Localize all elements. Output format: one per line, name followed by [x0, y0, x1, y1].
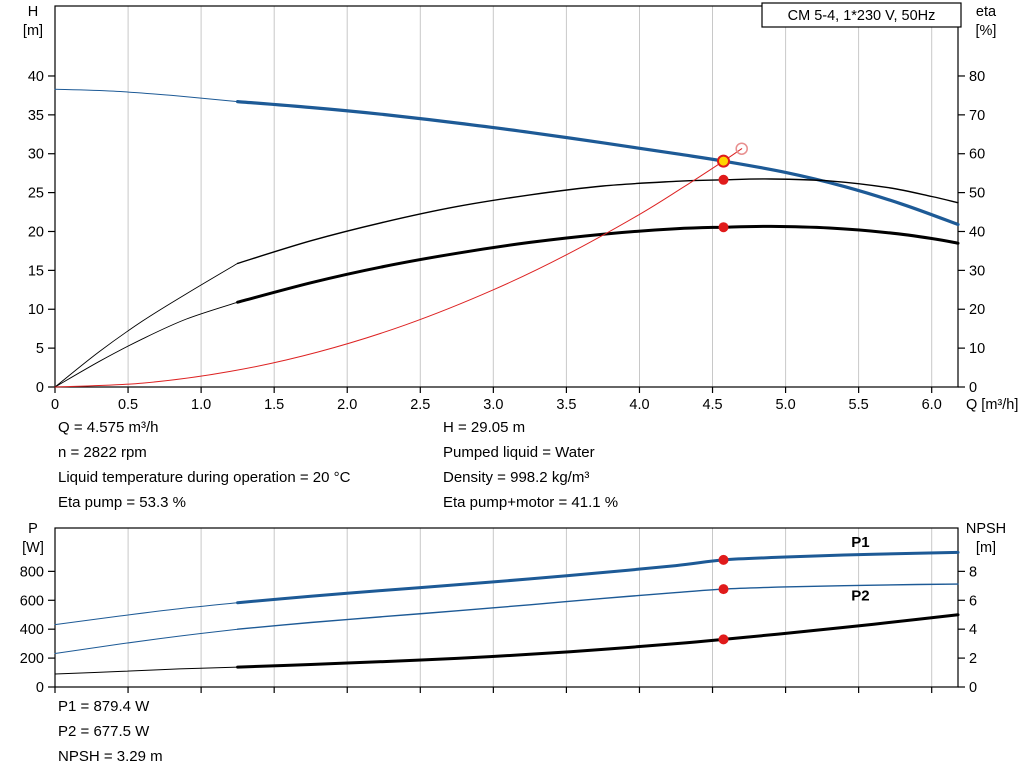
- info-eta-pump-motor: Eta pump+motor = 41.1 %: [443, 494, 619, 511]
- y-right-tick-label: 2: [969, 651, 977, 667]
- y-right-tick-label: 20: [969, 302, 985, 318]
- eta-pump-lead: [54, 262, 239, 388]
- y-right-axis-unit: [m]: [976, 540, 996, 556]
- y-left-axis-title: P: [28, 521, 38, 537]
- info-p2: P2 = 677.5 W: [58, 723, 150, 740]
- info-density: Density = 998.2 kg/m³: [443, 469, 590, 486]
- x-tick-label: 5.0: [775, 397, 795, 412]
- x-tick-label: 3.0: [483, 397, 503, 412]
- x-tick-label: 2.5: [410, 397, 430, 412]
- p1-label: P1: [851, 534, 869, 551]
- npsh-point: [718, 634, 729, 645]
- y-right-axis-title: eta: [976, 4, 997, 20]
- y-left-tick-label: 10: [28, 302, 44, 318]
- x-tick-label: 4.5: [702, 397, 722, 412]
- npsh-curve-lead: [54, 666, 239, 675]
- y-left-tick-label: 30: [28, 147, 44, 163]
- y-right-tick-label: 0: [969, 380, 977, 396]
- y-right-axis-title: NPSH: [966, 521, 1006, 537]
- y-left-tick-label: 35: [28, 108, 44, 124]
- eta-pump-point: [718, 174, 729, 185]
- eta-pump-motor-lead: [54, 301, 239, 388]
- eta-pump-curve: [236, 178, 959, 265]
- y-left-axis-unit: [m]: [23, 23, 43, 39]
- y-left-axis-title: H: [28, 4, 38, 20]
- y-left-tick-label: 15: [28, 263, 44, 279]
- x-tick-label: 3.5: [556, 397, 576, 412]
- y-left-tick-label: 400: [20, 622, 44, 638]
- system-curve: [54, 148, 743, 388]
- power-npsh-chart: 0 200 400 600 800 0 2 4 6 8 P [W] NPSH [m] P1 P2: [20, 521, 1006, 696]
- y-right-tick-label: 40: [969, 224, 985, 240]
- x-axis-title: Q [m³/h]: [966, 397, 1018, 412]
- eta-pump-motor-point: [718, 222, 729, 233]
- x-tick-label: 2.0: [337, 397, 357, 412]
- p1-curve: [236, 550, 960, 605]
- hq-curve: [236, 100, 960, 227]
- power-npsh-data: P1 = 879.4 W P2 = 677.5 W NPSH = 3.29 m: [58, 694, 163, 769]
- x-tick-label: 1.0: [191, 397, 211, 412]
- y-left-tick-label: 5: [36, 341, 44, 357]
- operating-data-col2: H = 29.05 m Pumped liquid = Water Densit…: [443, 415, 618, 515]
- operating-data-col1: Q = 4.575 m³/h n = 2822 rpm Liquid tempe…: [58, 415, 350, 515]
- y-right-tick-label: 60: [969, 147, 985, 163]
- info-p1: P1 = 879.4 W: [58, 698, 150, 715]
- plot-frame: [54, 527, 959, 688]
- y-right-tick-label: 6: [969, 593, 977, 609]
- y-left-tick-label: 0: [36, 380, 44, 396]
- eta-pump-motor-curve: [236, 224, 960, 304]
- x-tick-label: 4.0: [629, 397, 649, 412]
- y-left-tick-label: 800: [20, 564, 44, 580]
- info-flow: Q = 4.575 m³/h: [58, 419, 159, 436]
- npsh-curve: [236, 613, 960, 669]
- p2-curve: [236, 583, 959, 630]
- info-speed: n = 2822 rpm: [58, 444, 147, 461]
- y-right-tick-label: 8: [969, 564, 977, 580]
- y-left-axis-unit: [W]: [22, 540, 44, 556]
- p2-point: [718, 584, 729, 595]
- info-npsh: NPSH = 3.29 m: [58, 748, 163, 765]
- hq-eta-chart: 0 0.5 1.0 1.5 2.0 2.5 3.0 3.5 4.0 4.5 5.0 5.5 6.0 0 5 1…: [23, 2, 1018, 412]
- y-left-tick-label: 600: [20, 593, 44, 609]
- y-right-tick-label: 30: [969, 263, 985, 279]
- chart-title: CM 5-4, 1*230 V, 50Hz: [788, 8, 936, 24]
- x-tick-label: 0.5: [118, 397, 138, 412]
- info-head: H = 29.05 m: [443, 419, 526, 436]
- y-left-tick-label: 40: [28, 69, 44, 85]
- x-tick-label: 5.5: [849, 397, 869, 412]
- p1-point: [718, 554, 729, 565]
- x-tick-label: 6.0: [922, 397, 942, 412]
- plot-frame: [54, 5, 959, 388]
- y-right-axis-unit: [%]: [976, 23, 997, 39]
- x-tick-label: 1.5: [264, 397, 284, 412]
- info-eta-pump: Eta pump = 53.3 %: [58, 494, 186, 511]
- p2-curve-lead: [54, 628, 239, 654]
- p2-label: P2: [851, 587, 869, 604]
- info-pumped-liquid: Pumped liquid = Water: [443, 444, 595, 461]
- y-left-tick-label: 0: [36, 680, 44, 696]
- p1-curve-lead: [54, 602, 239, 626]
- y-right-tick-label: 70: [969, 108, 985, 124]
- duty-point-hollow: [735, 142, 748, 155]
- operating-point: [717, 154, 730, 168]
- x-tick-label: 0: [51, 397, 59, 412]
- y-left-tick-label: 200: [20, 651, 44, 667]
- y-right-tick-label: 0: [969, 680, 977, 696]
- y-left-tick-label: 25: [28, 186, 44, 202]
- y-right-tick-label: 4: [969, 622, 977, 638]
- y-right-tick-label: 10: [969, 341, 985, 357]
- hq-curve-lead: [54, 88, 239, 103]
- y-right-tick-label: 80: [969, 69, 985, 85]
- y-left-tick-label: 20: [28, 224, 44, 240]
- chart-title-box: [761, 2, 962, 28]
- info-liquid-temp: Liquid temperature during operation = 20…: [58, 469, 351, 486]
- y-right-tick-label: 50: [969, 186, 985, 202]
